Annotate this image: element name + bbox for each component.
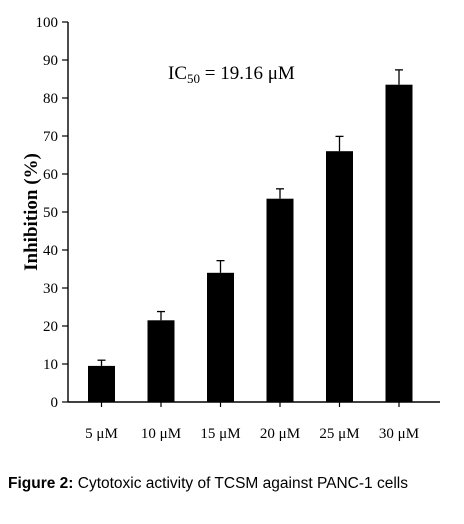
y-tick-label: 30 bbox=[43, 281, 58, 297]
y-tick-label: 50 bbox=[43, 205, 58, 221]
x-tick-label: 20 μM bbox=[260, 426, 300, 442]
bar bbox=[147, 320, 175, 402]
ic50-subscript: 50 bbox=[187, 71, 200, 86]
y-tick-label: 60 bbox=[43, 167, 58, 183]
x-tick-label: 25 μM bbox=[319, 426, 359, 442]
y-axis-ticks: 0 10 20 30 40 50 60 70 80 90 100 bbox=[36, 15, 68, 411]
bar bbox=[88, 365, 115, 402]
bar bbox=[207, 272, 234, 402]
bars bbox=[88, 69, 413, 402]
y-tick-label: 0 bbox=[51, 395, 59, 411]
figure-caption: Figure 2: Cytotoxic activity of TCSM aga… bbox=[8, 474, 460, 494]
y-tick-label: 10 bbox=[43, 357, 58, 373]
bar bbox=[266, 198, 294, 402]
caption-text: Cytotoxic activity of TCSM against PANC-… bbox=[73, 475, 408, 492]
y-tick-label: 90 bbox=[43, 53, 58, 69]
x-tick-label: 15 μM bbox=[200, 426, 240, 442]
y-tick-label: 80 bbox=[43, 91, 58, 107]
y-tick-label: 70 bbox=[43, 129, 58, 145]
x-tick-label: 30 μM bbox=[379, 426, 419, 442]
ic50-value: = 19.16 μM bbox=[200, 63, 295, 84]
x-tick-label: 10 μM bbox=[141, 426, 181, 442]
ic50-prefix: IC bbox=[168, 63, 187, 84]
x-axis-ticks: 5 μM 10 μM 15 μM 20 μM 25 μM 30 μM bbox=[85, 402, 419, 442]
bar bbox=[385, 84, 413, 402]
caption-label: Figure 2: bbox=[8, 475, 74, 492]
bar-chart: 0 10 20 30 40 50 60 70 80 90 100 5 μM 10 μM 15 μM 20 … bbox=[21, 15, 440, 442]
y-tick-label: 40 bbox=[43, 243, 58, 259]
y-tick-label: 20 bbox=[43, 319, 58, 335]
x-tick-label: 5 μM bbox=[85, 426, 118, 442]
bar bbox=[326, 151, 353, 402]
y-tick-label: 100 bbox=[36, 15, 59, 31]
ic50-annotation: IC50 = 19.16 μM bbox=[168, 63, 295, 86]
y-axis-label: Inhibition (%) bbox=[21, 153, 42, 271]
